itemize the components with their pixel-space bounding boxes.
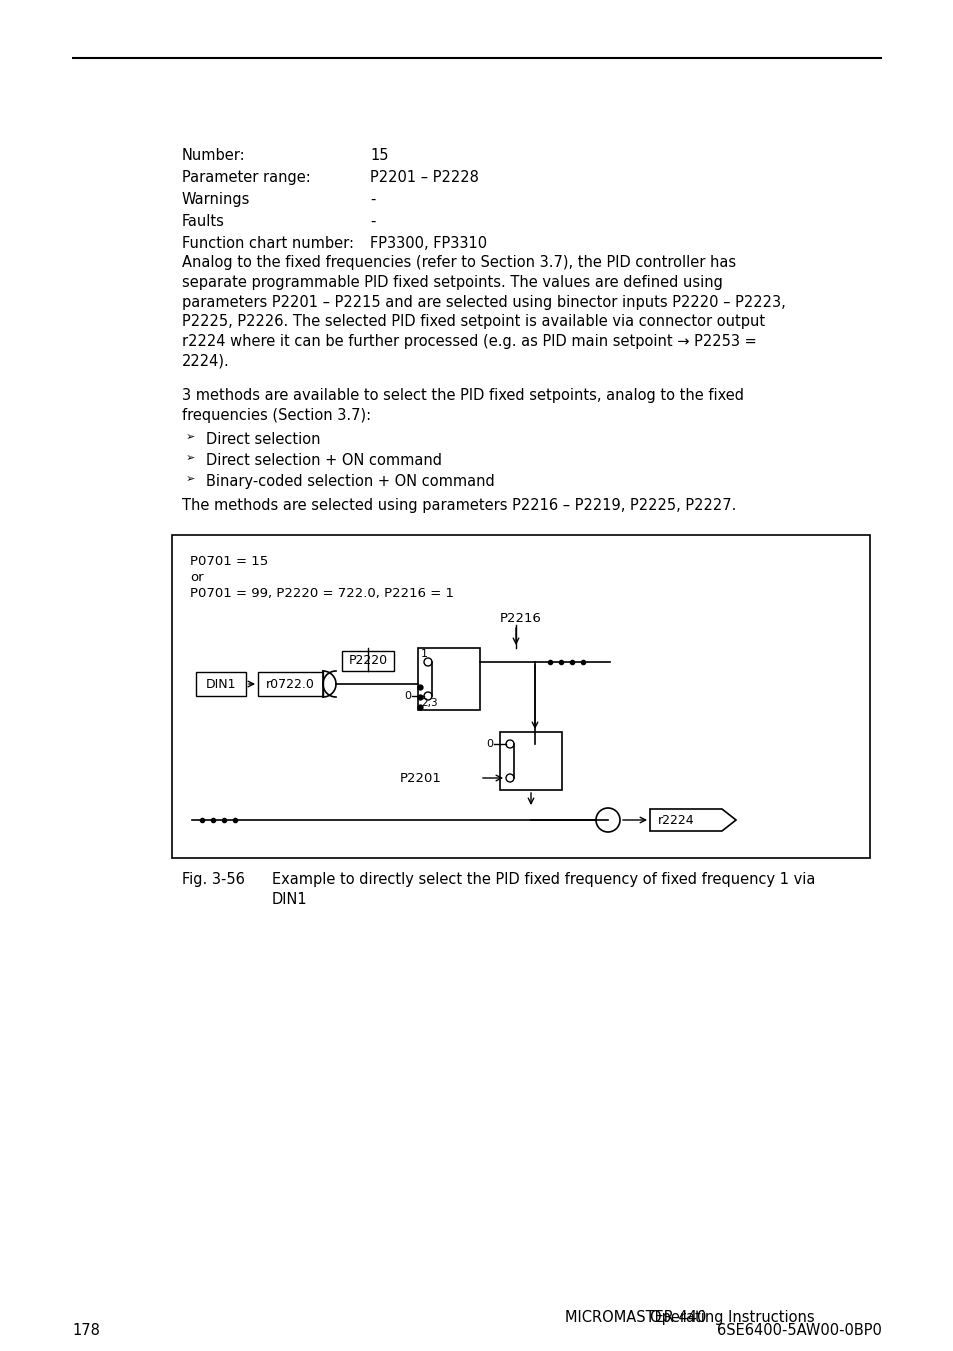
Text: 1: 1 xyxy=(420,648,428,659)
Text: Analog to the fixed frequencies (refer to Section 3.7), the PID controller has
s: Analog to the fixed frequencies (refer t… xyxy=(182,255,785,369)
Text: Faults: Faults xyxy=(182,213,225,230)
Text: 2,3: 2,3 xyxy=(420,698,437,708)
Text: ➢: ➢ xyxy=(186,453,195,463)
Text: 6SE6400-5AW00-0BP0: 6SE6400-5AW00-0BP0 xyxy=(717,1323,882,1337)
Text: P0701 = 99, P2220 = 722.0, P2216 = 1: P0701 = 99, P2220 = 722.0, P2216 = 1 xyxy=(190,586,454,600)
Bar xyxy=(417,648,479,711)
Text: FP3300, FP3310: FP3300, FP3310 xyxy=(370,236,487,251)
Text: Direct selection + ON command: Direct selection + ON command xyxy=(206,453,441,467)
Text: 0: 0 xyxy=(403,690,411,701)
Text: ➢: ➢ xyxy=(186,474,195,484)
Text: Number:: Number: xyxy=(182,149,245,163)
Text: MICROMASTER 440: MICROMASTER 440 xyxy=(564,1310,705,1325)
Text: Warnings: Warnings xyxy=(182,192,250,207)
Bar xyxy=(499,732,561,790)
Text: P2216: P2216 xyxy=(499,612,541,626)
Text: Fig. 3-56: Fig. 3-56 xyxy=(182,871,245,888)
Text: The methods are selected using parameters P2216 – P2219, P2225, P2227.: The methods are selected using parameter… xyxy=(182,499,736,513)
Text: Direct selection: Direct selection xyxy=(206,432,320,447)
Text: Operating Instructions: Operating Instructions xyxy=(649,1310,814,1325)
Text: r2224: r2224 xyxy=(658,813,694,827)
Bar xyxy=(257,671,323,696)
Text: or: or xyxy=(190,571,203,584)
Text: Binary-coded selection + ON command: Binary-coded selection + ON command xyxy=(206,474,495,489)
Text: P0701 = 15: P0701 = 15 xyxy=(190,555,268,567)
Text: Parameter range:: Parameter range: xyxy=(182,170,311,185)
Text: P2201: P2201 xyxy=(399,771,441,785)
Bar xyxy=(341,651,394,671)
Text: P2201 – P2228: P2201 – P2228 xyxy=(370,170,478,185)
Text: P2220: P2220 xyxy=(348,654,387,667)
Text: 178: 178 xyxy=(71,1323,100,1337)
Text: r0722.0: r0722.0 xyxy=(266,677,314,690)
Text: Example to directly select the PID fixed frequency of fixed frequency 1 via
DIN1: Example to directly select the PID fixed… xyxy=(272,871,815,907)
Text: Function chart number:: Function chart number: xyxy=(182,236,354,251)
Text: 15: 15 xyxy=(370,149,388,163)
Text: ➢: ➢ xyxy=(186,432,195,442)
Text: 0: 0 xyxy=(485,739,493,748)
Bar xyxy=(172,535,869,858)
Text: -: - xyxy=(370,213,375,230)
Bar xyxy=(195,671,246,696)
Text: DIN1: DIN1 xyxy=(206,677,236,690)
Polygon shape xyxy=(649,809,735,831)
Text: 3 methods are available to select the PID fixed setpoints, analog to the fixed
f: 3 methods are available to select the PI… xyxy=(182,388,743,423)
Text: -: - xyxy=(370,192,375,207)
